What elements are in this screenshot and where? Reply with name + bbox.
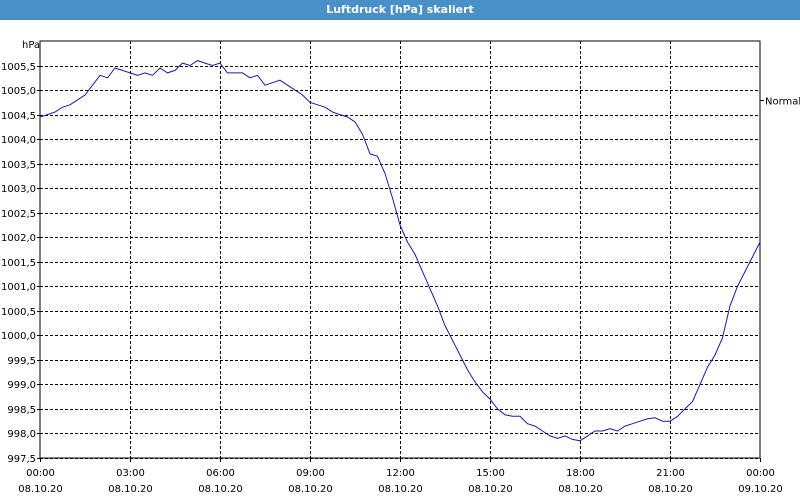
y-tick-label: 998,5	[7, 405, 36, 416]
x-tick-time: 15:00	[476, 468, 505, 479]
y-tick-label: 1002,5	[1, 209, 36, 220]
y-tick-label: 1002,0	[1, 233, 36, 244]
y-tick-label: 999,0	[7, 380, 36, 391]
x-tick-time: 06:00	[206, 468, 235, 479]
title-bar: Luftdruck [hPa] skaliert	[0, 0, 800, 20]
x-tick-date: 08.10.20	[378, 484, 423, 495]
x-tick-time: 12:00	[386, 468, 415, 479]
x-tick-date: 08.10.20	[198, 484, 243, 495]
x-tick-date: 08.10.20	[18, 484, 63, 495]
x-tick-time: 18:00	[566, 468, 595, 479]
x-tick-time: 00:00	[746, 468, 775, 479]
x-tick-date: 08.10.20	[648, 484, 693, 495]
y-tick-label: 1001,5	[1, 258, 36, 269]
y-tick-label: 997,5	[7, 454, 36, 465]
reference-label: Normal	[765, 97, 800, 108]
y-tick-label: 1005,0	[1, 86, 36, 97]
y-tick-label: 1004,5	[1, 111, 36, 122]
x-tick-date: 08.10.20	[558, 484, 603, 495]
x-tick-time: 00:00	[26, 468, 55, 479]
series-line	[39, 60, 761, 442]
x-tick-time: 21:00	[656, 468, 685, 479]
y-tick-label: 1005,5	[1, 62, 36, 73]
x-tick-date: 08.10.20	[288, 484, 333, 495]
x-tick-date: 08.10.20	[468, 484, 513, 495]
y-tick-label: 1003,5	[1, 160, 36, 171]
x-tick-time: 03:00	[116, 468, 145, 479]
x-tick-date: 08.10.20	[108, 484, 153, 495]
y-tick-label: 1000,5	[1, 307, 36, 318]
y-unit-label: hPa	[22, 40, 40, 51]
y-tick-label: 1000,0	[1, 331, 36, 342]
window-title: Luftdruck [hPa] skaliert	[326, 3, 474, 16]
y-tick-label: 1004,0	[1, 135, 36, 146]
y-tick-label: 1001,0	[1, 282, 36, 293]
x-tick-time: 09:00	[296, 468, 325, 479]
y-tick-label: 1003,0	[1, 184, 36, 195]
axis-ticks	[37, 66, 761, 462]
y-tick-label: 998,0	[7, 429, 36, 440]
x-tick-date: 09.10.20	[738, 484, 783, 495]
grid-lines	[40, 41, 760, 459]
axis-labels: 997,5 998,0 998,5 999,0 999,5 1000,0 1000,5 100…	[1, 62, 783, 495]
y-tick-label: 999,5	[7, 356, 36, 367]
